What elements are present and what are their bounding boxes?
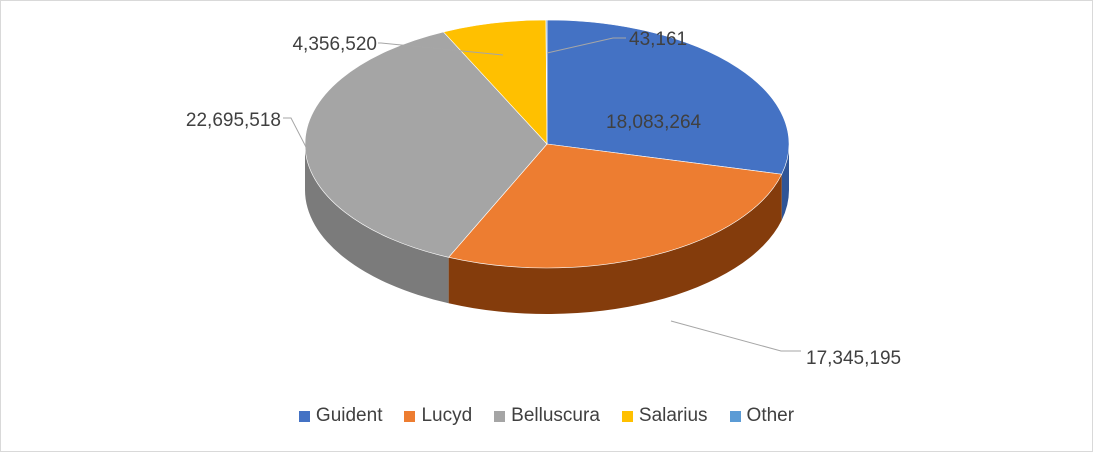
pie-slice-lucyd [448,143,783,269]
legend-item-other: Other [729,405,795,427]
legend-swatch [298,410,310,422]
legend-item-guident: Guident [298,405,383,427]
leader-line-belluscura [283,117,308,150]
data-label-guident: 18,083,264 [606,112,702,133]
legend-swatch [494,410,506,422]
pie-side-belluscura [305,144,449,304]
pie-chart: 18,083,264 17,345,195 22,695,518 4,356,520 4… [186,19,901,369]
legend-swatch [404,410,416,422]
pie-slice-other [545,19,548,145]
pie-side-guident [781,144,789,221]
legend-label: Other [746,405,795,426]
legend-swatch [621,410,633,422]
legend-item-lucyd: Lucyd [404,405,472,427]
legend-label: Guident [315,405,383,426]
legend-item-salarius: Salarius [621,405,708,427]
legend-item-belluscura: Belluscura [494,405,600,427]
pie-slice-salarius [442,19,548,145]
data-label-lucyd: 17,345,195 [806,348,901,369]
legend-swatch [729,410,741,422]
data-label-salarius: 4,356,520 [292,34,377,55]
pie-slice-guident [546,19,790,175]
legend-label: Lucyd [421,405,473,426]
data-label-other: 43,161 [629,29,687,50]
leader-line-salarius [378,42,504,56]
legend-label: Belluscura [511,405,600,426]
pie-side-lucyd [448,174,782,314]
leader-line-other [546,37,626,54]
data-label-belluscura: 22,695,518 [186,110,281,131]
leader-line-lucyd [670,320,801,352]
legend: Guident Lucyd Belluscura Salarius Other [1,405,1092,427]
legend-label: Salarius [638,405,708,426]
